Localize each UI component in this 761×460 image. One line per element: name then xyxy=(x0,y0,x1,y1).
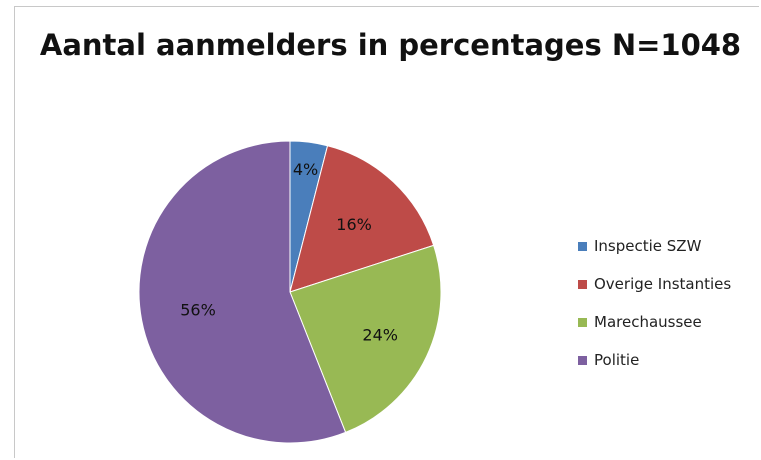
legend: Inspectie SZW Overige Instanties Marechaus… xyxy=(578,227,731,379)
data-label-inspectie-szw: 4% xyxy=(293,160,318,179)
pie-slice-overige-instanties xyxy=(289,145,435,293)
legend-item: Inspectie SZW xyxy=(578,227,731,265)
legend-swatch xyxy=(578,279,587,289)
legend-swatch xyxy=(578,355,587,365)
legend-swatch xyxy=(578,317,587,327)
data-label-marechaussee: 24% xyxy=(362,325,398,344)
legend-label: Politie xyxy=(594,351,640,369)
legend-label: Overige Instanties xyxy=(594,275,732,293)
pie-slice-politie xyxy=(138,140,347,444)
data-label-politie: 56% xyxy=(180,301,216,320)
pie-slice-marechaussee xyxy=(289,244,442,434)
legend-label: Marechaussee xyxy=(594,313,702,331)
data-label-overige-instanties: 16% xyxy=(336,215,372,234)
legend-label: Inspectie SZW xyxy=(594,237,702,255)
legend-item: Politie xyxy=(578,341,731,379)
legend-item: Overige Instanties xyxy=(578,265,731,303)
legend-swatch xyxy=(578,241,587,251)
legend-item: Marechaussee xyxy=(578,303,731,341)
chart-title: Aantal aanmelders in percentages N=1048 xyxy=(39,28,742,62)
